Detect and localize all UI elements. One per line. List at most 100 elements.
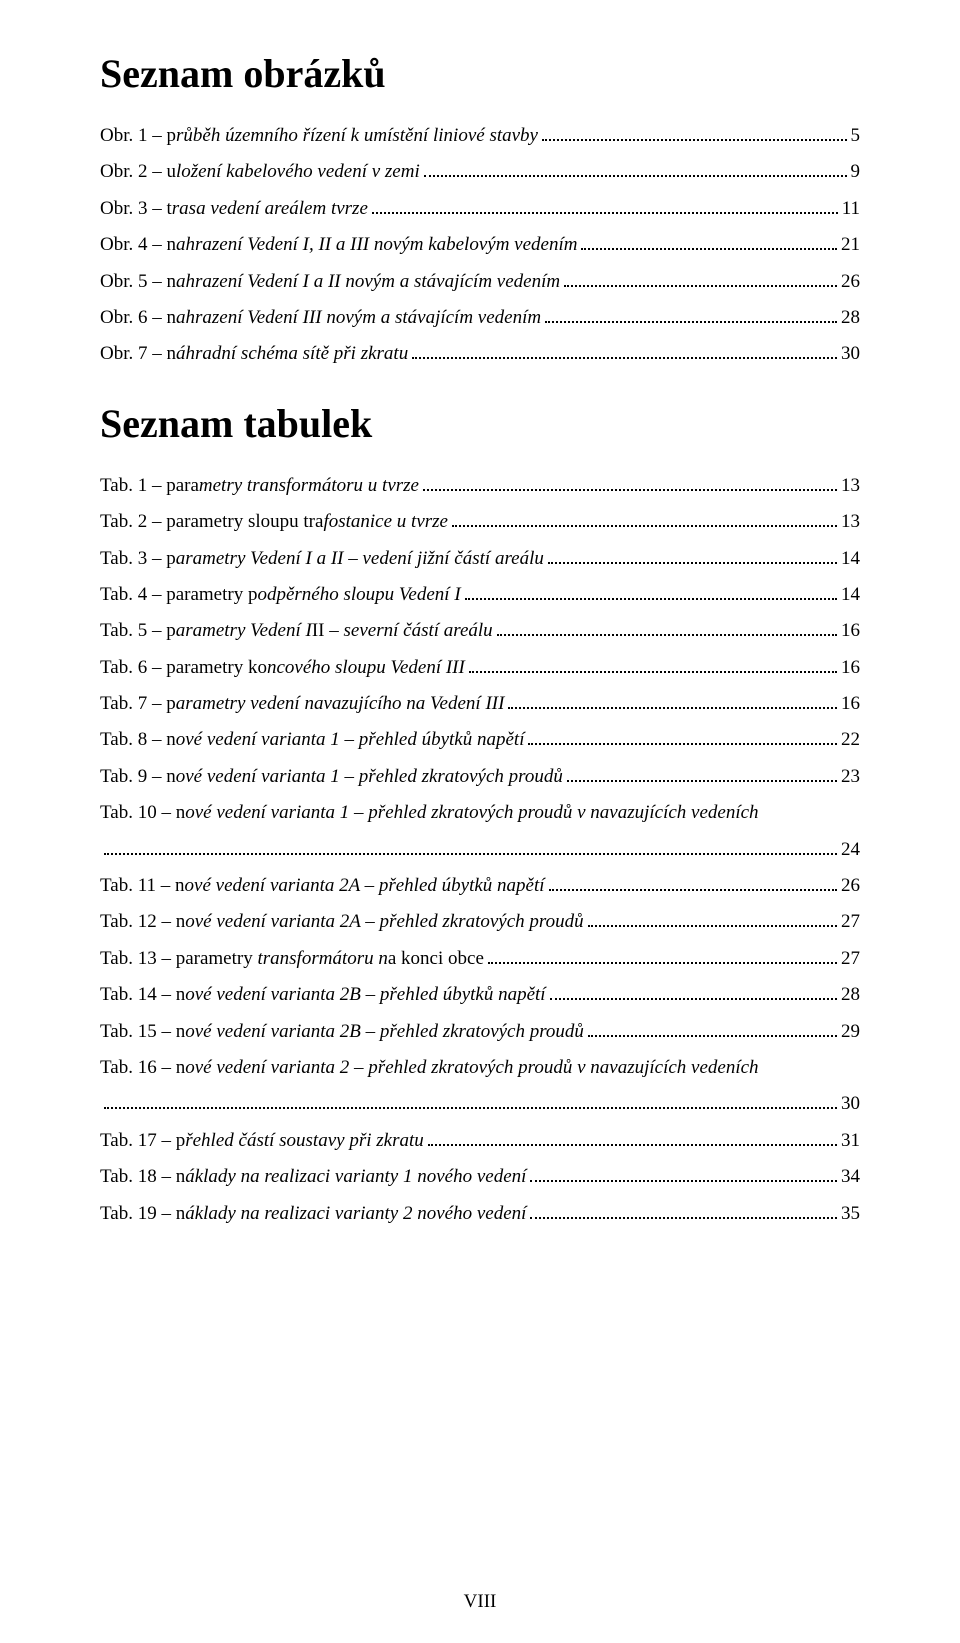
figure-entry-page: 9 (851, 157, 861, 187)
leader-dots (542, 124, 847, 141)
figure-entry-page: 28 (841, 303, 860, 333)
table-entry: Tab. 7 – parametry vedení navazujícího n… (100, 689, 860, 719)
leader-dots (488, 947, 837, 964)
figure-entry: Obr. 6 – nahrazení Vedení III novým a st… (100, 303, 860, 333)
table-entry-page: 24 (841, 835, 860, 865)
table-entry: Tab. 6 – parametry koncového sloupu Vede… (100, 653, 860, 683)
leader-dots (528, 728, 837, 745)
table-entry-label: Tab. 8 – nové vedení varianta 1 – přehle… (100, 725, 524, 755)
table-entry: Tab. 5 – parametry Vedení III – severní … (100, 616, 860, 646)
table-entry-page: 16 (841, 689, 860, 719)
table-entry: Tab. 13 – parametry transformátoru na ko… (100, 944, 860, 974)
leader-dots (548, 546, 837, 563)
table-entry: Tab. 9 – nové vedení varianta 1 – přehle… (100, 762, 860, 792)
table-entry-page: 34 (841, 1162, 860, 1192)
figure-entry: Obr. 3 – trasa vedení areálem tvrze 11 (100, 194, 860, 224)
table-entry-page: 14 (841, 580, 860, 610)
figure-entry: Obr. 7 – náhradní schéma sítě při zkratu… (100, 339, 860, 369)
figure-entry-label: Obr. 4 – nahrazení Vedení I, II a III no… (100, 230, 577, 260)
leader-dots (104, 837, 837, 854)
table-entry-label: Tab. 19 – náklady na realizaci varianty … (100, 1199, 526, 1229)
leader-dots (588, 1019, 837, 1036)
table-entry: Tab. 11 – nové vedení varianta 2A – přeh… (100, 871, 860, 901)
table-entry-label: Tab. 5 – parametry Vedení III – severní … (100, 616, 493, 646)
table-entry: Tab. 16 – nové vedení varianta 2 – přehl… (100, 1053, 860, 1083)
table-entry: Tab. 4 – parametry podpěrného sloupu Ved… (100, 580, 860, 610)
figure-entry-label: Obr. 6 – nahrazení Vedení III novým a st… (100, 303, 541, 333)
leader-dots (588, 910, 837, 927)
leader-dots (508, 692, 837, 709)
heading-figures: Seznam obrázků (100, 50, 860, 97)
table-entry-label: Tab. 10 – nové vedení varianta 1 – přehl… (100, 798, 759, 828)
figure-entry-page: 5 (851, 121, 861, 151)
page-number: VIII (0, 1591, 960, 1613)
table-entry-label: Tab. 3 – parametry Vedení I a II – veden… (100, 544, 544, 574)
table-entry-page: 29 (841, 1017, 860, 1047)
table-entry-cont: 24 (100, 835, 860, 865)
table-entry: Tab. 15 – nové vedení varianta 2B – přeh… (100, 1017, 860, 1047)
leader-dots (530, 1165, 837, 1182)
leader-dots (567, 765, 837, 782)
table-entry-label: Tab. 17 – přehled částí soustavy při zkr… (100, 1126, 424, 1156)
table-entry: Tab. 14 – nové vedení varianta 2B – přeh… (100, 980, 860, 1010)
table-entry-label: Tab. 6 – parametry koncového sloupu Vede… (100, 653, 465, 683)
table-entry-label: Tab. 7 – parametry vedení navazujícího n… (100, 689, 504, 719)
table-entry-label: Tab. 15 – nové vedení varianta 2B – přeh… (100, 1017, 584, 1047)
table-entry-page: 30 (841, 1089, 860, 1119)
figure-entry-label: Obr. 3 – trasa vedení areálem tvrze (100, 194, 368, 224)
leader-dots (465, 583, 837, 600)
table-entry: Tab. 17 – přehled částí soustavy při zkr… (100, 1126, 860, 1156)
leader-dots (452, 510, 837, 527)
figure-entry-label: Obr. 2 – uložení kabelového vedení v zem… (100, 157, 420, 187)
table-entry: Tab. 19 – náklady na realizaci varianty … (100, 1199, 860, 1229)
table-entry-page: 13 (841, 471, 860, 501)
table-entry: Tab. 2 – parametry sloupu trafostanice u… (100, 507, 860, 537)
table-entry-label: Tab. 14 – nové vedení varianta 2B – přeh… (100, 980, 546, 1010)
figure-entry-label: Obr. 5 – nahrazení Vedení I a II novým a… (100, 267, 560, 297)
table-entry: Tab. 10 – nové vedení varianta 1 – přehl… (100, 798, 860, 828)
figure-entry: Obr. 1 – průběh územního řízení k umístě… (100, 121, 860, 151)
table-entry: Tab. 18 – náklady na realizaci varianty … (100, 1162, 860, 1192)
table-entry-page: 16 (841, 616, 860, 646)
figure-entry-page: 11 (842, 194, 860, 224)
leader-dots (104, 1092, 837, 1109)
table-entry-cont: 30 (100, 1089, 860, 1119)
figure-entry-page: 30 (841, 339, 860, 369)
table-entry-label: Tab. 1 – parametry transformátoru u tvrz… (100, 471, 419, 501)
leader-dots (428, 1129, 837, 1146)
table-entry-page: 27 (841, 944, 860, 974)
table-entry: Tab. 8 – nové vedení varianta 1 – přehle… (100, 725, 860, 755)
leader-dots (564, 269, 837, 286)
figure-entry-label: Obr. 7 – náhradní schéma sítě při zkratu (100, 339, 408, 369)
table-entry-label: Tab. 4 – parametry podpěrného sloupu Ved… (100, 580, 461, 610)
table-entry-label: Tab. 16 – nové vedení varianta 2 – přehl… (100, 1053, 759, 1083)
figure-entry: Obr. 2 – uložení kabelového vedení v zem… (100, 157, 860, 187)
table-entry-label: Tab. 12 – nové vedení varianta 2A – přeh… (100, 907, 584, 937)
table-entry-page: 13 (841, 507, 860, 537)
figure-entry: Obr. 4 – nahrazení Vedení I, II a III no… (100, 230, 860, 260)
tables-toc: Tab. 1 – parametry transformátoru u tvrz… (100, 471, 860, 1229)
table-entry-page: 23 (841, 762, 860, 792)
leader-dots (581, 233, 837, 250)
leader-dots (530, 1201, 837, 1218)
leader-dots (550, 983, 837, 1000)
table-entry-label: Tab. 2 – parametry sloupu trafostanice u… (100, 507, 448, 537)
leader-dots (469, 656, 837, 673)
figure-entry: Obr. 5 – nahrazení Vedení I a II novým a… (100, 267, 860, 297)
table-entry: Tab. 12 – nové vedení varianta 2A – přeh… (100, 907, 860, 937)
table-entry: Tab. 3 – parametry Vedení I a II – veden… (100, 544, 860, 574)
leader-dots (549, 874, 837, 891)
figure-entry-label: Obr. 1 – průběh územního řízení k umístě… (100, 121, 538, 151)
leader-dots (372, 197, 838, 214)
leader-dots (497, 619, 837, 636)
table-entry-page: 27 (841, 907, 860, 937)
table-entry-page: 31 (841, 1126, 860, 1156)
table-entry-label: Tab. 18 – náklady na realizaci varianty … (100, 1162, 526, 1192)
table-entry-page: 26 (841, 871, 860, 901)
figure-entry-page: 26 (841, 267, 860, 297)
table-entry-label: Tab. 9 – nové vedení varianta 1 – přehle… (100, 762, 563, 792)
leader-dots (424, 160, 847, 177)
leader-dots (412, 342, 837, 359)
leader-dots (545, 306, 837, 323)
table-entry: Tab. 1 – parametry transformátoru u tvrz… (100, 471, 860, 501)
